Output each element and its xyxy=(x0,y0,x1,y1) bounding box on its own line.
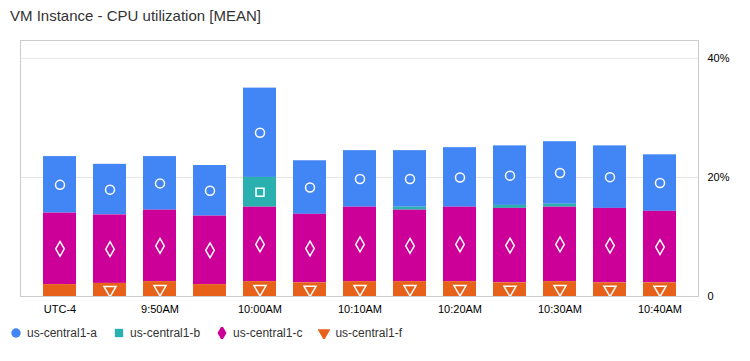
html-text:us-central1-b: us-central1-b xyxy=(130,326,201,340)
svg-text:40%: 40% xyxy=(708,52,730,64)
svg-text:10:20AM: 10:20AM xyxy=(438,303,482,315)
svg-text:9:50AM: 9:50AM xyxy=(141,303,179,315)
svg-text:10:10AM: 10:10AM xyxy=(338,303,382,315)
html-text:us-central1-c: us-central1-c xyxy=(233,326,303,340)
html-text:us-central1-f: us-central1-f xyxy=(335,326,403,340)
svg-text:10:40AM: 10:40AM xyxy=(638,303,682,315)
svg-text:0: 0 xyxy=(708,290,714,302)
html-text:us-central1-a: us-central1-a xyxy=(27,326,97,340)
svg-text:10:30AM: 10:30AM xyxy=(538,303,582,315)
svg-text:10:00AM: 10:00AM xyxy=(238,303,282,315)
html-text:VM Instance - CPU utilization: VM Instance - CPU utilization [MEAN] xyxy=(10,7,261,24)
svg-text:UTC-4: UTC-4 xyxy=(44,303,76,315)
svg-text:20%: 20% xyxy=(708,171,730,183)
